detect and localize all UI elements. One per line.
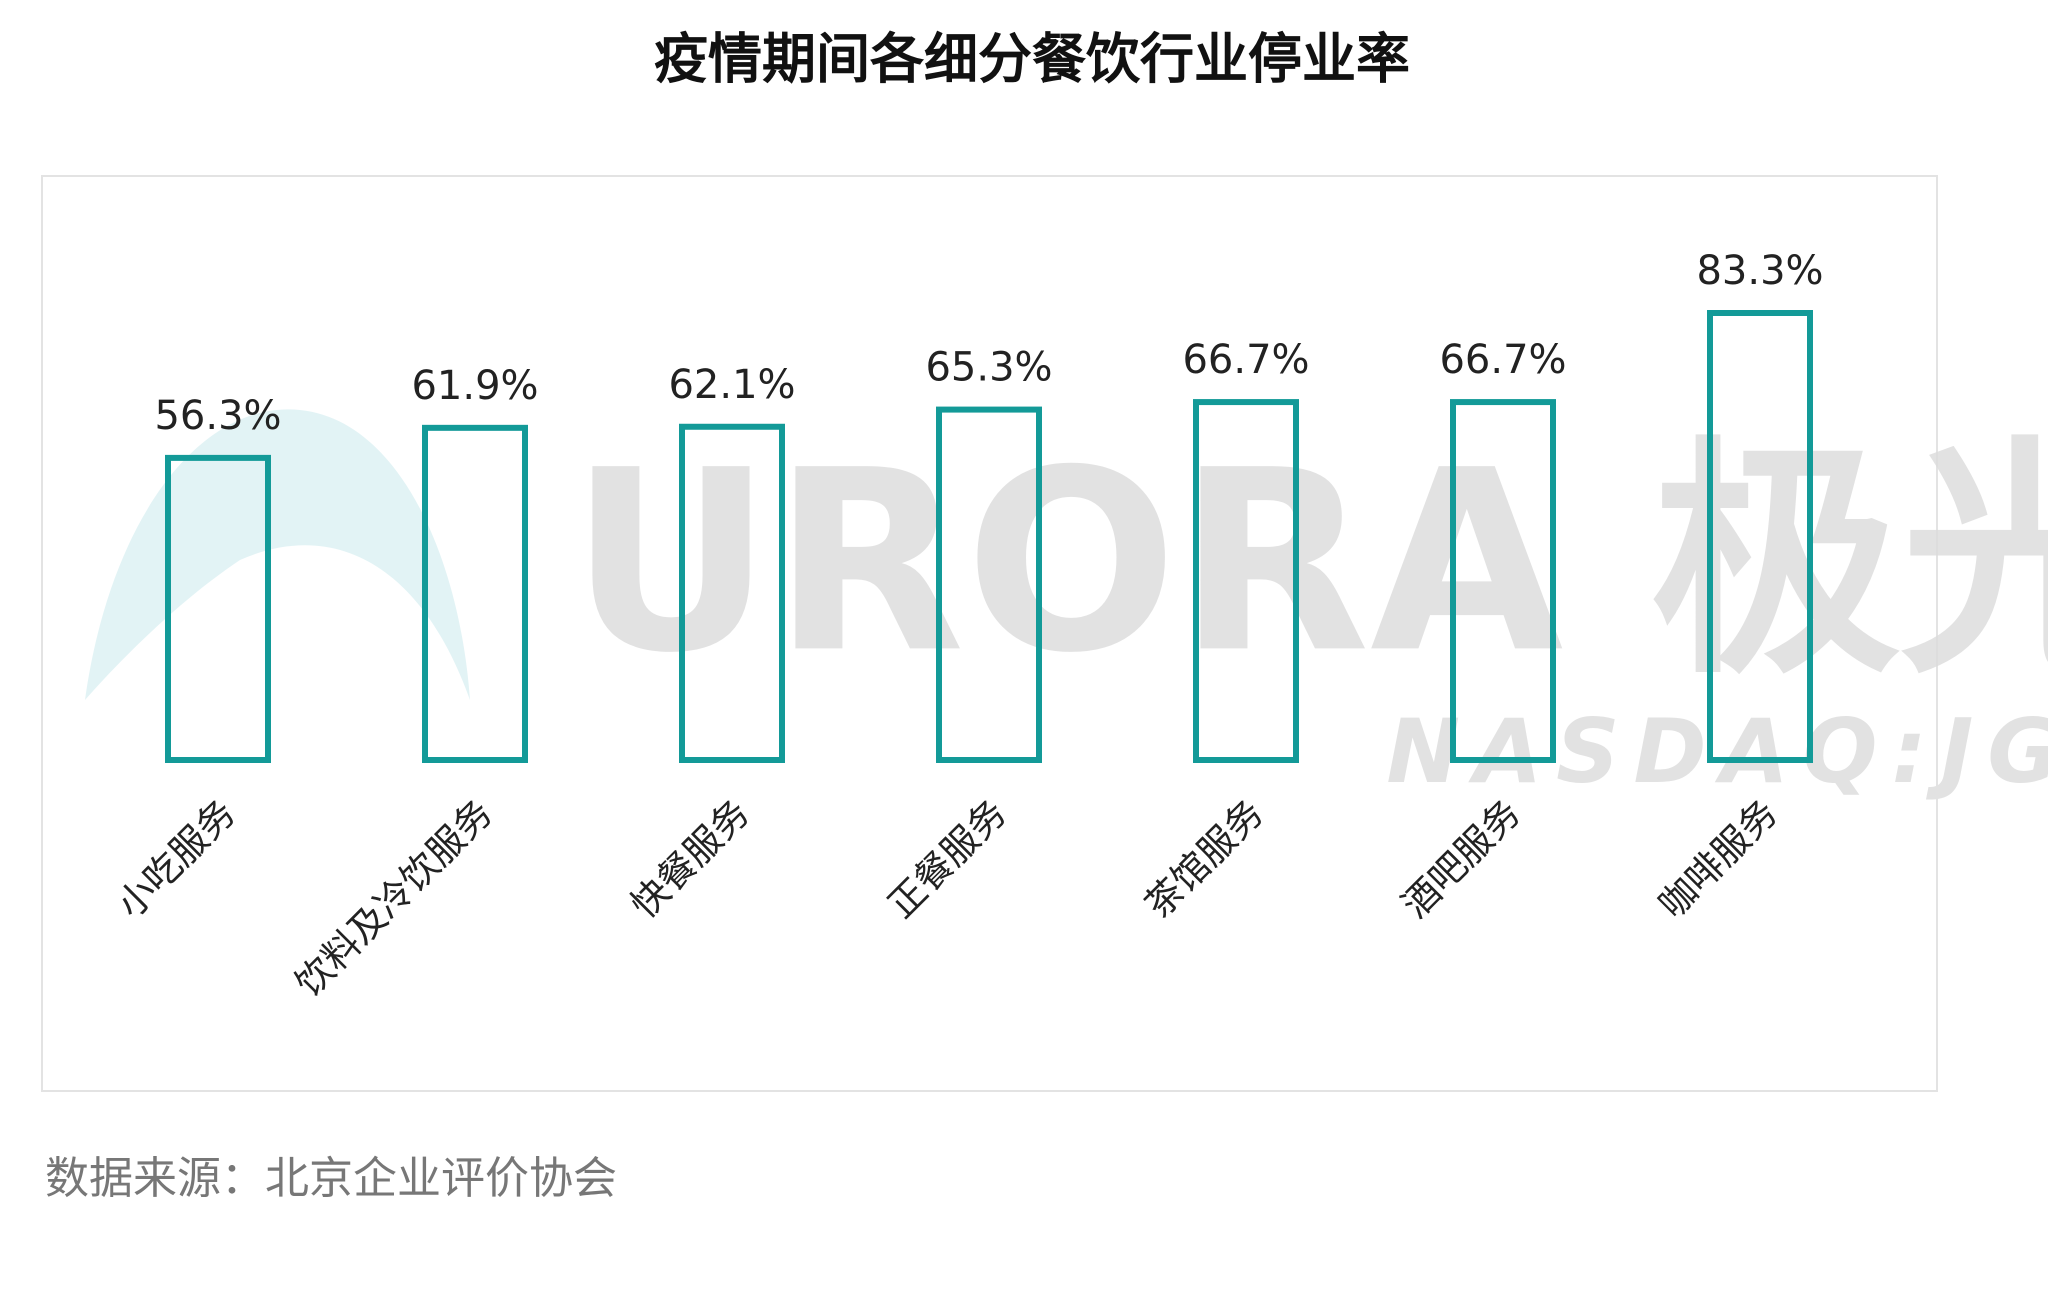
bar — [1707, 310, 1813, 763]
x-tick-label: 茶馆服务 — [1137, 791, 1272, 926]
chart-title: 疫情期间各细分餐饮行业停业率 — [654, 28, 1410, 91]
x-tick-label: 快餐服务 — [623, 791, 758, 926]
x-tick-label: 小吃服务 — [109, 791, 244, 926]
value-label: 61.9% — [411, 363, 538, 409]
value-label: 83.3% — [1696, 248, 1823, 294]
x-tick-label: 饮料及冷饮服务 — [287, 791, 501, 1005]
watermark: URORA 极光 — [569, 416, 2048, 707]
watermark-sub: NASDAQ:JG — [1386, 700, 2048, 803]
x-tick-label: 咖啡服务 — [1651, 791, 1786, 926]
bar — [936, 406, 1042, 763]
x-tick-label: 酒吧服务 — [1394, 791, 1529, 926]
x-tick-label: 正餐服务 — [880, 791, 1015, 926]
source-note: 数据来源：北京企业评价协会 — [45, 1153, 617, 1204]
bar — [679, 423, 785, 763]
bar — [165, 454, 271, 763]
bar — [1450, 399, 1556, 763]
value-label: 56.3% — [154, 393, 281, 439]
bar — [422, 424, 528, 763]
watermark-logo — [85, 409, 470, 700]
value-label: 66.7% — [1182, 337, 1309, 383]
value-label: 66.7% — [1439, 337, 1566, 383]
value-label: 62.1% — [668, 362, 795, 408]
bar — [1193, 399, 1299, 763]
plot-frame — [41, 175, 1938, 1092]
value-label: 65.3% — [925, 345, 1052, 391]
